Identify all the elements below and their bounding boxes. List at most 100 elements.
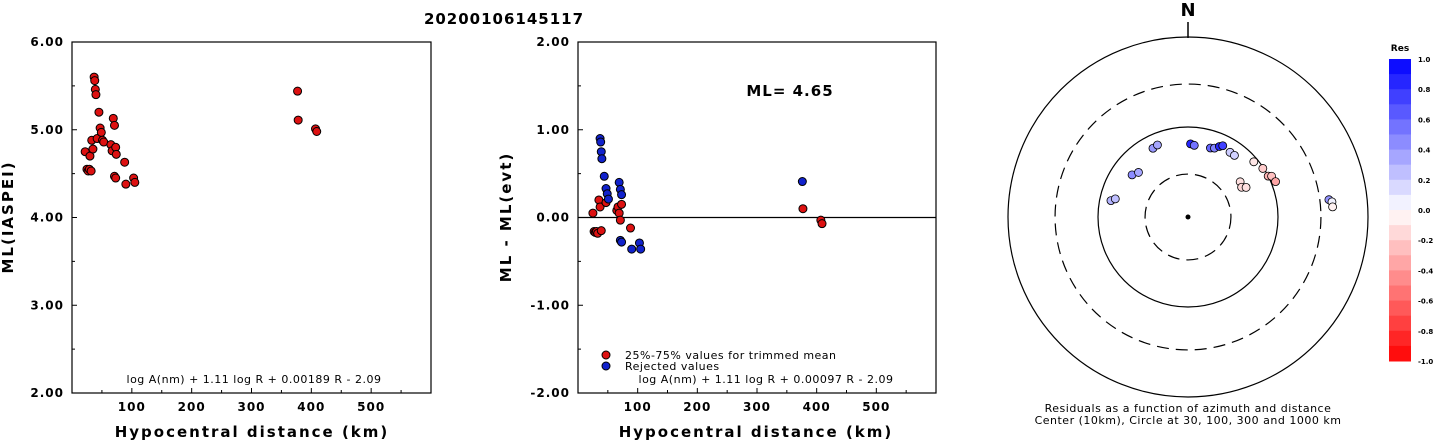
panel2-x-tick-label-4: 500 (862, 400, 890, 414)
panel2-point-series0 (617, 199, 627, 209)
panel2-point-series0 (626, 223, 636, 233)
polar-station-point (1328, 202, 1338, 212)
panel2-x-tick-label-0: 100 (624, 400, 652, 414)
panel1-point-series0 (293, 86, 303, 96)
panel-azimuth-residuals: N Residuals as a function of azimuth and… (1007, 0, 1369, 427)
panel2-point-series0 (615, 215, 625, 225)
panel2-point-series0 (817, 219, 827, 229)
figure-title: 20200106145117 (424, 10, 584, 28)
colorbar-tick-label-2: 0.6 (1418, 116, 1431, 124)
panel2-y-tick-label-2: 0.00 (536, 211, 570, 225)
panel1-y-tick-label-1: 3.00 (30, 298, 64, 312)
panel1-point-series0 (120, 157, 130, 167)
colorbar-tick-label-3: 0.4 (1418, 147, 1431, 155)
panel1-point-series0 (111, 149, 121, 159)
colorbar-cell (1389, 300, 1411, 317)
polar-ring-30km (1144, 173, 1232, 261)
panel1-plot-frame (71, 41, 432, 394)
polar-station-point (1249, 157, 1259, 167)
colorbar-tick-label-0: 1.0 (1418, 56, 1431, 64)
panel2-y-axis-label: ML - ML(evt) (497, 152, 515, 282)
polar-station-point (1271, 177, 1280, 187)
legend-label-trimmed: 25%-75% values for trimmed mean (625, 349, 837, 362)
panel1-x-tick-label-4: 500 (357, 400, 385, 414)
colorbar-tick-label-9: -0.8 (1418, 328, 1433, 336)
panel2-point-series1 (636, 244, 646, 254)
panel1-point-series0 (94, 107, 104, 117)
panel1-y-tick-label-4: 6.00 (30, 35, 64, 49)
panel2-point-series1 (596, 137, 606, 147)
polar-ring-1000km (1007, 36, 1369, 398)
panel2-point-series0 (596, 226, 606, 236)
colorbar-cell (1389, 134, 1411, 151)
polar-ring-300km (1054, 83, 1322, 351)
panel2-x-axis-label: Hypocentral distance (km) (619, 423, 894, 441)
colorbar-cell (1389, 240, 1411, 256)
colorbar-tick-label-1: 0.8 (1418, 86, 1431, 94)
panel1-points (80, 72, 322, 189)
colorbar-tick-label-8: -0.6 (1418, 298, 1433, 306)
panel1-x-tick-label-3: 400 (297, 400, 325, 414)
colorbar-cell (1389, 255, 1411, 271)
colorbar-cell (1389, 225, 1411, 241)
colorbar-cell (1389, 59, 1411, 75)
polar-caption-line1: Residuals as a function of azimuth and d… (1045, 402, 1332, 415)
colorbar-cell (1389, 149, 1411, 166)
polar-station-point (1230, 150, 1239, 160)
panel2-y-tick-label-3: 1.00 (536, 123, 570, 137)
panel2-y-tick-label-4: 2.00 (536, 35, 570, 49)
colorbar-cells (1389, 59, 1411, 362)
panel1-x-tick-label-2: 300 (237, 400, 265, 414)
panel1-point-series0 (109, 120, 119, 130)
polar-station-point (1218, 141, 1228, 151)
polar-station-point (1134, 168, 1143, 177)
panel1-point-series0 (86, 166, 96, 176)
panel1-formula: log A(nm) + 1.11 log R + 0.00189 R - 2.0… (127, 373, 382, 386)
polar-rings (1007, 36, 1369, 398)
colorbar-cell (1389, 74, 1411, 90)
panel1-point-series0 (121, 179, 131, 189)
panel2-y-tick-label-1: -1.00 (530, 298, 570, 312)
polar-station-point (1258, 164, 1268, 173)
polar-station-point (1153, 140, 1162, 150)
colorbar-cell (1389, 89, 1411, 105)
colorbar-tick-label-7: -0.4 (1418, 267, 1433, 275)
panel1-ticks: 100 200 300 400 500 2.00 3.00 4.00 5.00 6.00 (30, 35, 402, 414)
colorbar-tick-label-10: -1.0 (1418, 358, 1433, 366)
panel1-point-series0 (130, 177, 140, 187)
north-label: N (1180, 0, 1195, 21)
panel2-formula: log A(nm) + 1.11 log R + 0.00097 R - 2.0… (639, 373, 894, 386)
panel2-point-series1 (597, 154, 607, 164)
colorbar-tick-label-6: -0.2 (1418, 237, 1433, 245)
panel1-point-series0 (111, 173, 121, 183)
panel2-point-series1 (617, 237, 627, 247)
panel2-y-tick-label-0: -2.00 (530, 386, 570, 400)
colorbar-title: Res (1391, 44, 1409, 54)
panel2-x-tick-label-2: 300 (743, 400, 771, 414)
panel1-x-tick-label-0: 100 (118, 400, 146, 414)
colorbar-cell (1389, 270, 1411, 286)
panel1-x-tick-label-1: 200 (178, 400, 206, 414)
colorbar-tick-label-4: 0.2 (1418, 177, 1431, 185)
polar-station-points (1106, 139, 1338, 212)
panel1-point-series0 (96, 127, 106, 137)
colorbar-cell (1389, 330, 1411, 347)
colorbar-cell (1389, 119, 1411, 135)
residual-colorbar: Res 1.0 0.8 0.6 0.4 0.2 0.0 -0.2 -0.4 -0.6 -0.8 -1… (1389, 44, 1433, 366)
panel2-point-series0 (595, 202, 605, 212)
panel2-ml-annotation: ML= 4.65 (746, 82, 833, 100)
legend-label-rejected: Rejected values (625, 360, 720, 373)
colorbar-cell (1389, 210, 1411, 226)
panel2-ticks: 100 200 300 400 500 -2.00 -1.00 0.00 1.00 2.00 (530, 35, 907, 414)
colorbar-ticks: 1.0 0.8 0.6 0.4 0.2 0.0 -0.2 -0.4 -0.6 -0.8 -1.0 (1418, 56, 1433, 366)
colorbar-cell (1389, 285, 1411, 302)
panel2-point-series1 (603, 194, 613, 204)
polar-ring-100km (1097, 126, 1279, 308)
panel2-point-series1 (617, 190, 627, 200)
panel1-point-series0 (90, 76, 100, 86)
panel2-x-tick-label-3: 400 (803, 400, 831, 414)
panel1-y-tick-label-2: 4.00 (30, 211, 64, 225)
colorbar-cell (1389, 164, 1411, 181)
panel2-point-series1 (599, 171, 609, 181)
